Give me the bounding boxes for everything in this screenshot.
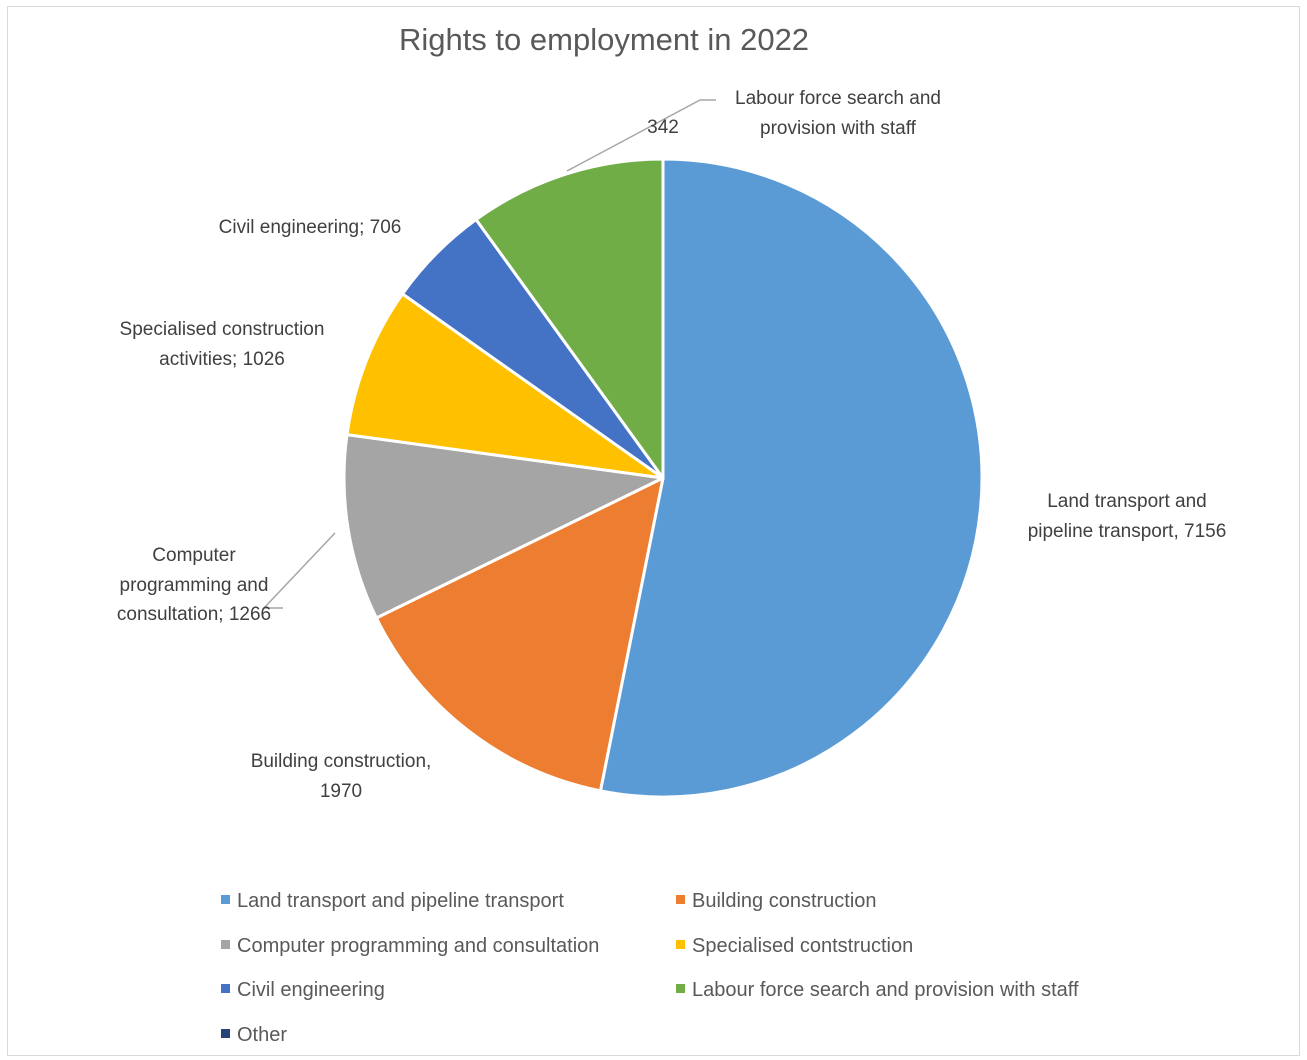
- legend-label-labour-force-search-and-provision-with-staff: Labour force search and provision with s…: [692, 979, 1079, 1001]
- data-label-labour-force-search-and-provision-with-staff-line-3: provision with staff: [760, 118, 917, 139]
- legend-label-land-transport-and-pipeline-transport: Land transport and pipeline transport: [237, 890, 564, 912]
- legend-swatch-other: [221, 1029, 230, 1038]
- pie-slices: [342, 157, 984, 799]
- legend-swatch-labour-force-search-and-provision-with-staff: [676, 984, 685, 993]
- pie-slice-land-transport-and-pipeline-transport: [598, 157, 984, 799]
- legend-item-specialised-contstruction: Specialised contstruction: [676, 935, 913, 957]
- data-label-computer-programming-and-consultation-line-1: Computer: [152, 545, 236, 566]
- legend-item-civil-engineering: Civil engineering: [221, 979, 385, 1001]
- pie-slice-labour-force-search-and-provision-with-staff: [474, 157, 665, 480]
- legend: Land transport and pipeline transport Bui…: [221, 890, 1079, 1046]
- legend-swatch-computer-programming-and-consultation: [221, 940, 230, 949]
- pie-slice-building-construction: [374, 476, 665, 793]
- data-label-specialised-contstruction-line-1: Specialised construction: [120, 319, 325, 340]
- legend-label-civil-engineering: Civil engineering: [237, 979, 385, 1001]
- legend-item-labour-force-search-and-provision-with-staff: Labour force search and provision with s…: [676, 979, 1079, 1001]
- legend-swatch-specialised-contstruction: [676, 940, 685, 949]
- data-label-computer-programming-and-consultation-line-2: programming and: [120, 575, 269, 596]
- legend-swatch-civil-engineering: [221, 984, 230, 993]
- data-labels: Land transport and pipeline transport, 71…: [117, 88, 1226, 802]
- legend-label-other: Other: [237, 1024, 287, 1046]
- data-label-specialised-contstruction-line-2: activities; 1026: [159, 349, 285, 370]
- legend-label-specialised-contstruction: Specialised contstruction: [692, 935, 913, 957]
- legend-item-land-transport-and-pipeline-transport: Land transport and pipeline transport: [221, 890, 564, 912]
- leader-lines: [262, 99, 716, 609]
- legend-item-building-construction: Building construction: [676, 890, 877, 912]
- data-label-civil-engineering-line-1: Civil engineering; 706: [219, 217, 402, 238]
- data-label-building-construction-line-1: Building construction,: [251, 751, 432, 772]
- chart-title: Rights to employment in 2022: [399, 22, 809, 57]
- leader-line-labour-force: [566, 99, 716, 172]
- data-label-labour-force-search-and-provision-with-staff-line-2: Labour force search and: [735, 88, 941, 109]
- legend-label-computer-programming-and-consultation: Computer programming and consultation: [237, 935, 599, 957]
- legend-swatch-building-construction: [676, 895, 685, 904]
- legend-item-other: Other: [221, 1024, 287, 1046]
- legend-swatch-land-transport-and-pipeline-transport: [221, 895, 230, 904]
- legend-item-computer-programming-and-consultation: Computer programming and consultation: [221, 935, 599, 957]
- pie-slice-computer-programming-and-consultation: [342, 433, 665, 620]
- leader-line-computer-programming: [262, 532, 336, 609]
- data-label-computer-programming-and-consultation-line-3: consultation; 1266: [117, 604, 271, 625]
- data-label-land-transport-and-pipeline-transport-line-1: Land transport and: [1047, 491, 1207, 512]
- data-label-land-transport-and-pipeline-transport-line-2: pipeline transport, 7156: [1028, 521, 1227, 542]
- pie-slice-specialised-contstruction: [345, 292, 665, 480]
- data-label-labour-force-search-and-provision-with-staff-line-1: 342: [647, 117, 679, 138]
- legend-label-building-construction: Building construction: [692, 890, 877, 912]
- data-label-building-construction-line-2: 1970: [320, 781, 362, 802]
